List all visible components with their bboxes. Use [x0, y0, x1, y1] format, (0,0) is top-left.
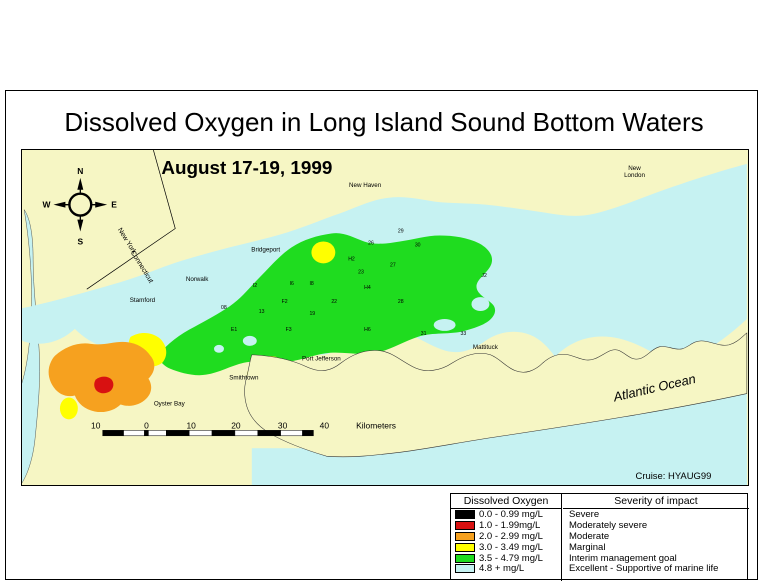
svg-text:29: 29	[397, 229, 403, 235]
svg-text:31: 31	[420, 331, 426, 337]
svg-text:J2: J2	[481, 273, 487, 279]
svg-text:I2: I2	[252, 283, 256, 289]
svg-text:Norwalk: Norwalk	[185, 276, 208, 283]
svg-text:F2: F2	[281, 299, 287, 305]
svg-text:London: London	[624, 172, 645, 179]
svg-text:13: 13	[258, 309, 264, 315]
svg-text:40: 40	[319, 420, 329, 430]
svg-text:F3: F3	[285, 327, 291, 333]
svg-text:W: W	[42, 200, 50, 210]
svg-text:I8: I8	[309, 281, 313, 287]
svg-text:E: E	[111, 200, 117, 210]
svg-text:E1: E1	[230, 327, 236, 333]
svg-text:New: New	[628, 165, 641, 172]
svg-text:30: 30	[414, 242, 420, 248]
svg-text:28: 28	[397, 299, 403, 305]
svg-text:30: 30	[277, 420, 287, 430]
svg-text:Mattituck: Mattituck	[472, 344, 498, 351]
svg-text:23: 23	[358, 269, 364, 275]
svg-text:New Haven: New Haven	[348, 182, 381, 189]
svg-text:33: 33	[460, 331, 466, 337]
svg-text:August 17-19, 1999: August 17-19, 1999	[161, 158, 332, 179]
svg-text:0: 0	[144, 420, 149, 430]
svg-text:H4: H4	[364, 285, 371, 291]
svg-text:Smithtown: Smithtown	[229, 375, 259, 382]
svg-text:H6: H6	[364, 327, 371, 333]
svg-text:Bridgeport: Bridgeport	[251, 246, 280, 253]
svg-text:H2: H2	[348, 256, 355, 262]
svg-text:Oyster Bay: Oyster Bay	[153, 400, 185, 407]
svg-text:N: N	[77, 166, 83, 176]
svg-text:20: 20	[231, 420, 241, 430]
svg-text:19: 19	[309, 311, 315, 317]
svg-text:08: 08	[220, 305, 226, 311]
svg-text:27: 27	[389, 262, 395, 268]
svg-text:Kilometers: Kilometers	[356, 420, 396, 430]
svg-text:I6: I6	[289, 281, 293, 287]
svg-text:S: S	[77, 236, 83, 246]
svg-text:22: 22	[331, 299, 337, 305]
svg-text:10: 10	[186, 420, 196, 430]
svg-text:26: 26	[368, 240, 374, 246]
svg-text:Port Jefferson: Port Jefferson	[301, 356, 340, 363]
svg-text:10: 10	[91, 420, 101, 430]
svg-text:Stamford: Stamford	[129, 297, 155, 304]
svg-text:Cruise: HYAUG99: Cruise: HYAUG99	[635, 471, 711, 482]
